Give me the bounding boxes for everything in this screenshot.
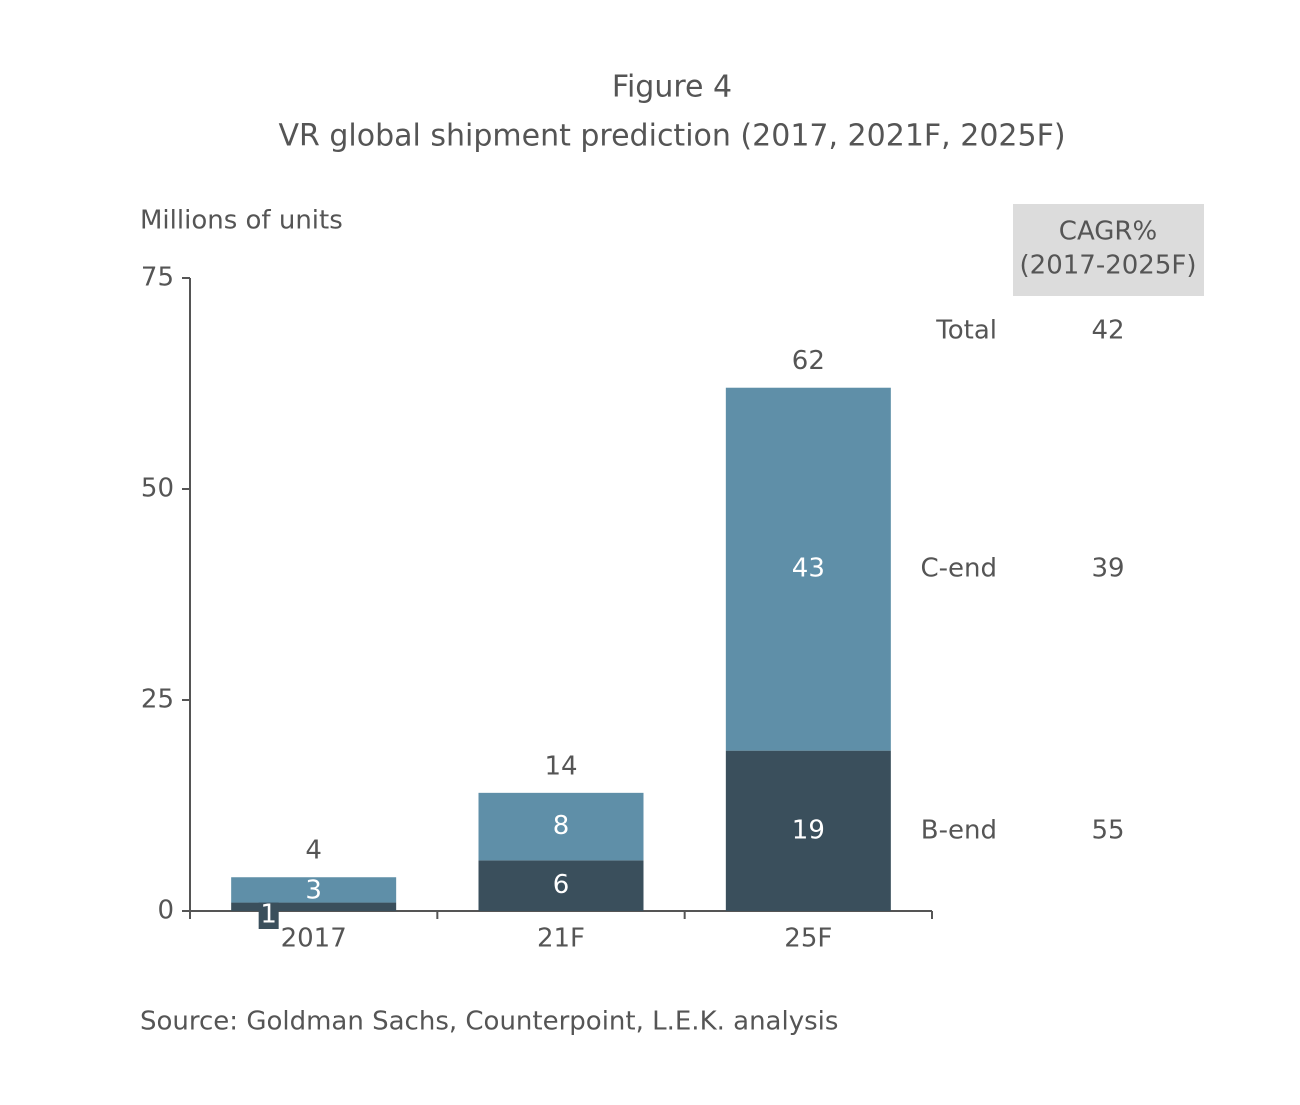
chart-subtitle: VR global shipment prediction (2017, 202…	[278, 119, 1065, 154]
y-tick-label: 0	[157, 896, 174, 926]
cagr-value: 39	[1091, 554, 1124, 584]
series-label: B-end	[921, 815, 997, 845]
cagr-header-box	[1013, 204, 1204, 296]
y-tick-label: 50	[141, 474, 174, 504]
total-label: 14	[544, 751, 577, 781]
total-name: Total	[935, 316, 997, 346]
chart-title: Figure 4	[612, 70, 732, 105]
series-label: C-end	[920, 554, 997, 584]
x-tick-label: 25F	[784, 924, 832, 954]
y-tick-label: 25	[141, 685, 174, 715]
y-axis-label: Millions of units	[140, 206, 343, 236]
value-label: 43	[792, 554, 825, 584]
bar-segment	[478, 860, 644, 911]
value-label: 6	[553, 870, 570, 900]
bar-segment	[231, 902, 397, 911]
source: Source: Goldman Sachs, Counterpoint, L.E…	[140, 1007, 838, 1037]
x-tick-label: 2017	[281, 924, 347, 954]
bar-segment	[725, 750, 891, 911]
y-tick-label: 75	[141, 263, 174, 293]
bar-segment	[231, 877, 397, 903]
cagr-value: 55	[1091, 815, 1124, 845]
cagr-value: 42	[1091, 316, 1124, 346]
total-label: 62	[792, 346, 825, 376]
bar-segment	[725, 387, 891, 751]
bar-segment	[478, 792, 644, 861]
cagr-header: CAGR%	[1059, 217, 1157, 247]
value-label: 19	[792, 815, 825, 845]
cagr-header: (2017-2025F)	[1020, 251, 1197, 281]
total-label: 4	[305, 836, 322, 866]
value-label-box	[258, 901, 279, 929]
x-tick-label: 21F	[537, 924, 585, 954]
value-label: 3	[305, 876, 322, 906]
value-label: 1	[260, 900, 277, 930]
value-label: 8	[553, 811, 570, 841]
